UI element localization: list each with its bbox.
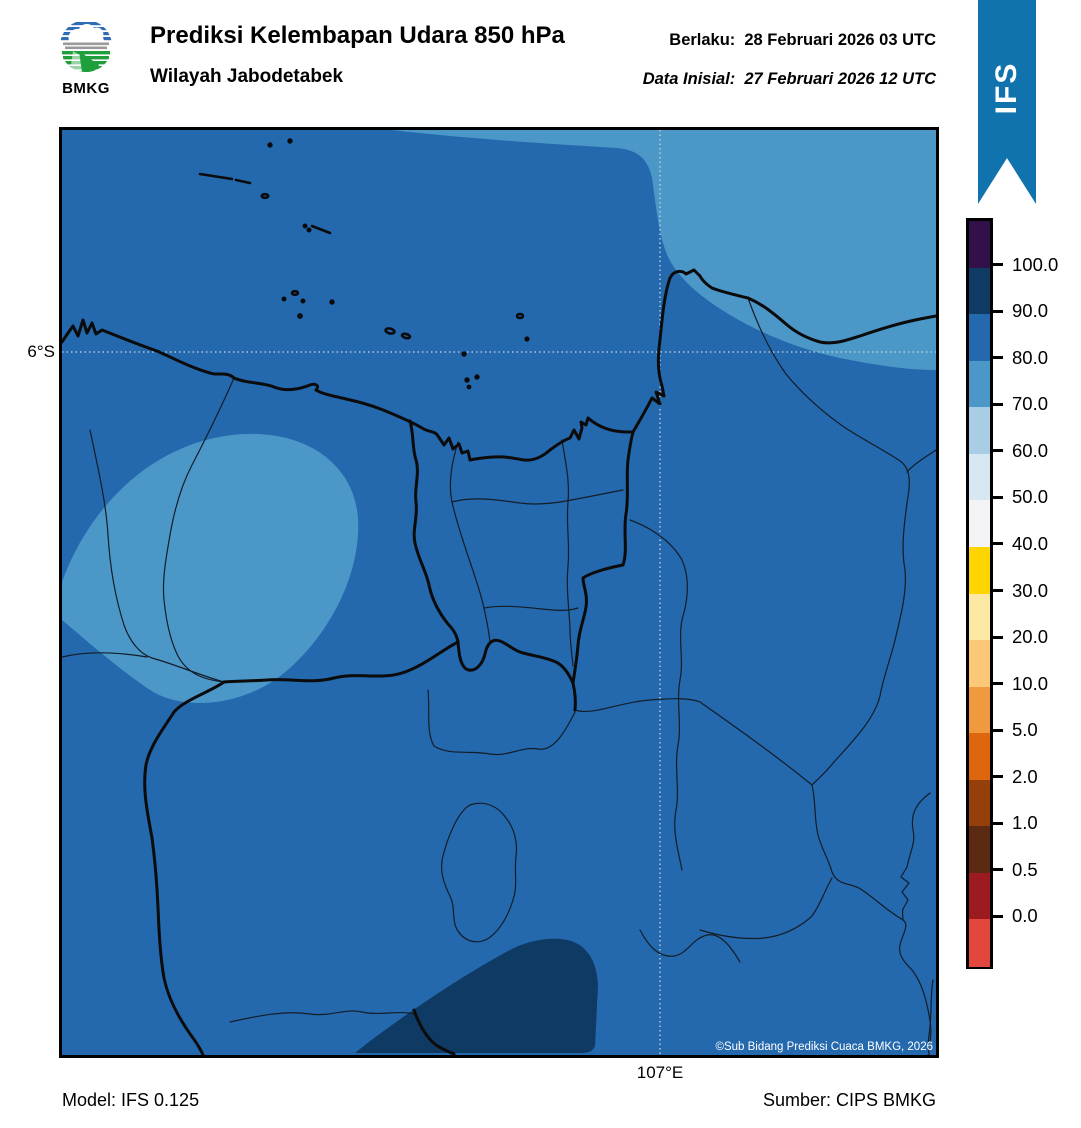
colorbar-tick-mark: [993, 868, 1003, 872]
colorbar-segment: [969, 500, 990, 548]
colorbar-tick-label: 5.0: [1012, 719, 1038, 741]
colorbar-tick-label: 60.0: [1012, 439, 1049, 461]
province-border: [143, 680, 226, 1055]
model-info: Model: IFS 0.125: [62, 1090, 200, 1110]
colorbar-segment: [969, 872, 990, 920]
colorbar-tick-label: 50.0: [1012, 486, 1049, 508]
colorbar-segment: [969, 546, 990, 594]
colorbar-tick-mark: [993, 449, 1003, 453]
model-ribbon: IFS: [978, 0, 1036, 204]
valid-time-value: 28 Februari 2026 03 UTC: [744, 31, 936, 49]
dki-border-west: [408, 419, 460, 644]
colorbar-tick-label: 70.0: [1012, 393, 1049, 415]
colorbar: [966, 218, 993, 969]
dki-border-south: [456, 638, 575, 685]
colorbar-tick-mark: [993, 356, 1003, 360]
latitude-label: 6°S: [27, 342, 55, 361]
longitude-label: 107°E: [636, 1063, 684, 1082]
initial-time-value: 27 Februari 2026 12 UTC: [744, 70, 936, 88]
valid-time-label: Berlaku:: [669, 31, 736, 49]
humidity-map-canvas: [62, 130, 936, 1055]
valid-time: Berlaku: 28 Februari 2026 03 UTC: [669, 31, 936, 50]
colorbar-segment: [969, 779, 990, 827]
colorbar-tick-mark: [993, 542, 1003, 546]
initial-time-label: Data Inisial:: [642, 70, 736, 88]
border-southwest: [222, 640, 460, 684]
model-ribbon-text: IFS: [990, 61, 1023, 115]
colorbar-tick-mark: [993, 495, 1003, 499]
colorbar-segment: [969, 919, 990, 967]
colorbar-tick-label: 0.5: [1012, 858, 1038, 880]
gridlines: [62, 130, 936, 1055]
colorbar-segment: [969, 267, 990, 315]
colorbar-tick-label: 2.0: [1012, 765, 1038, 787]
colorbar-tick-label: 40.0: [1012, 532, 1049, 554]
colorbar-tick-mark: [993, 821, 1003, 825]
page-subtitle: Wilayah Jabodetabek: [150, 66, 344, 87]
colorbar-tick-mark: [993, 263, 1003, 267]
coastline: [62, 268, 936, 1055]
colorbar-tick-label: 10.0: [1012, 672, 1049, 694]
colorbar-ticks: 100.0 90.0 80.0 70.0 60.0 50.0 40.0 30.0 20.0 10.…: [993, 218, 1081, 963]
colorbar-tick-label: 20.0: [1012, 626, 1049, 648]
humidity-region-left: [62, 433, 359, 704]
colorbar-tick-mark: [993, 914, 1003, 918]
colorbar-tick-mark: [993, 635, 1003, 639]
bmkg-logo: BMKG: [56, 13, 116, 97]
colorbar-tick-label: 1.0: [1012, 812, 1038, 834]
source-info: Sumber: CIPS BMKG: [762, 1090, 936, 1110]
initial-time: Data Inisial: 27 Februari 2026 12 UTC: [643, 70, 936, 89]
islands: [198, 138, 530, 390]
colorbar-tick-mark: [993, 682, 1003, 686]
dki-border-east: [571, 431, 635, 685]
colorbar-segment: [969, 314, 990, 362]
colorbar-segment: [969, 360, 990, 408]
page-title: Prediksi Kelembapan Udara 850 hPa: [150, 22, 565, 49]
colorbar-tick-mark: [993, 589, 1003, 592]
colorbar-tick-label: 100.0: [1012, 253, 1059, 275]
colorbar-segment: [969, 453, 990, 501]
colorbar-tick-mark: [993, 309, 1003, 313]
weather-map: ©Sub Bidang Prediksi Cuaca BMKG, 2026: [59, 127, 939, 1058]
regency-boundaries: [62, 297, 936, 1055]
colorbar-tick-label: 30.0: [1012, 579, 1049, 601]
colorbar-segment: [969, 593, 990, 641]
colorbar-segment: [969, 640, 990, 688]
humidity-region-top: [392, 130, 936, 370]
colorbar-segment: [969, 407, 990, 455]
colorbar-tick-label: 80.0: [1012, 346, 1049, 368]
colorbar-segment: [969, 733, 990, 781]
colorbar-segment: [969, 826, 990, 874]
colorbar-tick-mark: [993, 728, 1003, 732]
humidity-region-bottom: [355, 938, 598, 1053]
bmkg-logo-icon: [60, 20, 112, 72]
colorbar-tick-label: 0.0: [1012, 905, 1038, 927]
colorbar-tick-mark: [993, 775, 1003, 779]
colorbar-segment: [969, 221, 990, 269]
colorbar-tick-label: 90.0: [1012, 300, 1049, 322]
bmkg-logo-text: BMKG: [62, 80, 110, 97]
colorbar-segment: [969, 686, 990, 734]
map-copyright: ©Sub Bidang Prediksi Cuaca BMKG, 2026: [715, 1041, 933, 1053]
colorbar-tick-mark: [993, 402, 1003, 406]
